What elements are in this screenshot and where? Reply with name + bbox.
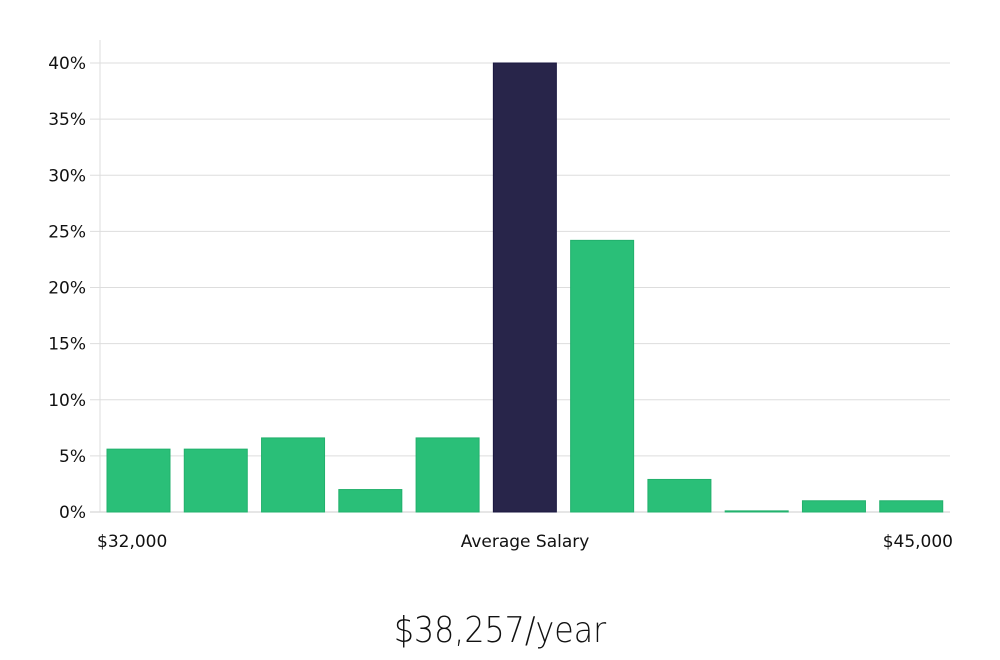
bar (801, 500, 866, 513)
y-tick-label: 30% (48, 166, 86, 186)
salary-histogram: 0% 5% 10% 15% 20% 25% 30% 35% 40% $32,000 Averag… (48, 40, 953, 552)
bar (724, 510, 789, 513)
y-tick-label: 35% (48, 110, 86, 130)
y-tick-label: 10% (48, 391, 86, 411)
y-tick-label: 0% (59, 503, 86, 523)
bar (647, 478, 712, 513)
x-max-label: $45,000 (883, 532, 953, 552)
bar (183, 448, 248, 513)
y-tick-label: 5% (59, 447, 86, 467)
x-axis-label: Average Salary (461, 532, 590, 552)
bar (106, 448, 171, 513)
bar (415, 437, 480, 513)
average-salary-value: $38,257/year (393, 610, 607, 651)
y-tick-label: 25% (48, 222, 86, 242)
y-tick-label: 20% (48, 279, 86, 299)
y-tick-label: 40% (48, 54, 86, 74)
bar-average (492, 62, 557, 513)
bar (570, 239, 635, 513)
bar (338, 489, 403, 513)
bar (879, 500, 944, 513)
bar (261, 437, 326, 513)
x-min-label: $32,000 (97, 532, 167, 552)
y-tick-label: 15% (48, 335, 86, 355)
